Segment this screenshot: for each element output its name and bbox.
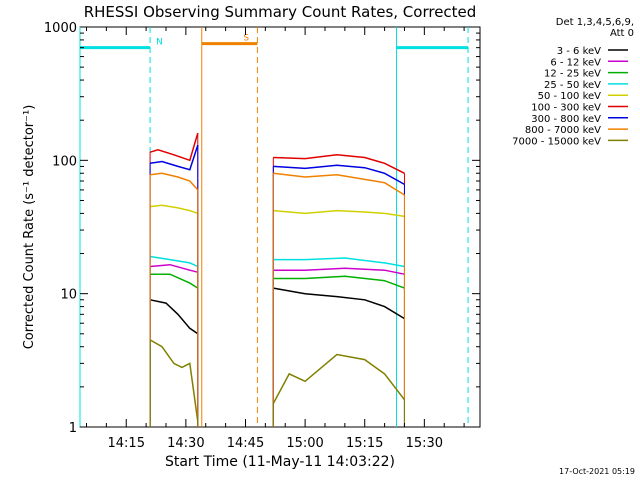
series-line	[273, 164, 405, 186]
x-tick-label: 14:30	[167, 436, 204, 451]
plot-frame	[79, 26, 481, 428]
x-tick-label: 15:15	[346, 436, 383, 451]
series-line	[273, 257, 405, 268]
generation-timestamp: 17-Oct-2021 05:19	[559, 467, 635, 476]
series-line	[273, 275, 405, 289]
series-line	[273, 172, 405, 196]
legend-header-line: Det 1,3,4,5,6,9,	[556, 17, 634, 28]
y-axis-label: Corrected Count Rate (s⁻¹ detector⁻¹)	[22, 105, 37, 350]
series-line	[273, 267, 405, 275]
series-line	[272, 353, 406, 404]
series-line	[150, 172, 199, 191]
y-axis-ticks: 1 10 100 1000	[44, 21, 480, 436]
series-line	[150, 273, 199, 289]
series-line	[149, 144, 199, 171]
legend-entry-label: 12 - 25 keV	[544, 69, 601, 80]
y-tick-label: 100	[52, 154, 77, 169]
legend-entry-label: 6 - 12 keV	[550, 57, 601, 68]
legend-entry-label: 7000 - 15000 keV	[512, 136, 601, 147]
legend-entry-label: 25 - 50 keV	[544, 80, 601, 91]
x-tick-label: 14:45	[227, 436, 264, 451]
legend-header: Det 1,3,4,5,6,9,Att 0	[556, 17, 634, 39]
legend-entry-label: 3 - 6 keV	[557, 46, 601, 57]
x-tick-label: 14:15	[108, 436, 145, 451]
series-line	[273, 209, 405, 218]
legend-entry-label: 800 - 7000 keV	[525, 125, 601, 136]
x-axis-label: Start Time (11-May-11 14:03:22)	[165, 454, 395, 470]
y-tick-label: 1	[69, 421, 77, 436]
series-line	[150, 204, 199, 215]
series-lines	[149, 132, 406, 427]
interval-label: N	[156, 38, 163, 48]
legend-entry-label: 100 - 300 keV	[531, 103, 601, 114]
series-line	[149, 339, 199, 422]
legend-entry-label: 300 - 800 keV	[531, 114, 601, 125]
series-line	[149, 255, 199, 268]
x-tick-label: 15:00	[286, 436, 323, 451]
chart-title: RHESSI Observing Summary Count Rates, Co…	[84, 3, 477, 21]
y-tick-label: 1000	[44, 21, 77, 36]
x-tick-label: 15:30	[406, 436, 443, 451]
series-line	[273, 154, 405, 174]
series-line	[273, 287, 405, 320]
series-line	[150, 263, 198, 273]
legend-header-line: Att 0	[610, 28, 634, 39]
series-line	[149, 132, 199, 162]
series-line	[149, 299, 199, 335]
y-tick-label: 10	[60, 288, 77, 303]
interval-label: S	[243, 34, 249, 44]
legend-entry-label: 50 - 100 keV	[538, 91, 602, 102]
x-axis-ticks: 14:15 14:30 14:45 15:00 15:15 15:30	[85, 27, 465, 451]
